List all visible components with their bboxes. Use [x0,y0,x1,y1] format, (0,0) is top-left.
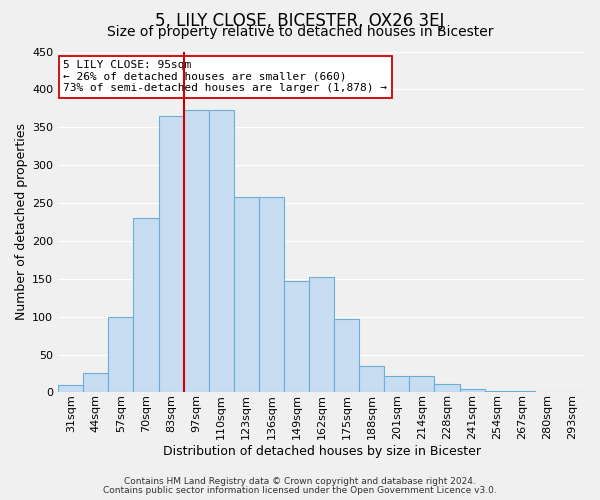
Bar [83,374,109,392]
Text: Contains public sector information licensed under the Open Government Licence v3: Contains public sector information licen… [103,486,497,495]
Bar [209,110,234,393]
Text: 5 LILY CLOSE: 95sqm
← 26% of detached houses are smaller (660)
73% of semi-detac: 5 LILY CLOSE: 95sqm ← 26% of detached ho… [64,60,388,93]
Bar [485,391,510,392]
Bar [184,110,209,393]
Bar [359,366,384,392]
Bar [158,116,184,392]
Bar [58,385,83,392]
Text: Contains HM Land Registry data © Crown copyright and database right 2024.: Contains HM Land Registry data © Crown c… [124,477,476,486]
X-axis label: Distribution of detached houses by size in Bicester: Distribution of detached houses by size … [163,444,481,458]
Bar [133,218,158,392]
Bar [384,376,409,392]
Bar [334,319,359,392]
Bar [259,197,284,392]
Bar [510,391,535,392]
Bar [434,384,460,392]
Bar [409,376,434,392]
Bar [109,316,133,392]
Text: Size of property relative to detached houses in Bicester: Size of property relative to detached ho… [107,25,493,39]
Bar [309,278,334,392]
Text: 5, LILY CLOSE, BICESTER, OX26 3EJ: 5, LILY CLOSE, BICESTER, OX26 3EJ [155,12,445,30]
Bar [460,390,485,392]
Bar [234,197,259,392]
Y-axis label: Number of detached properties: Number of detached properties [15,124,28,320]
Bar [284,281,309,392]
